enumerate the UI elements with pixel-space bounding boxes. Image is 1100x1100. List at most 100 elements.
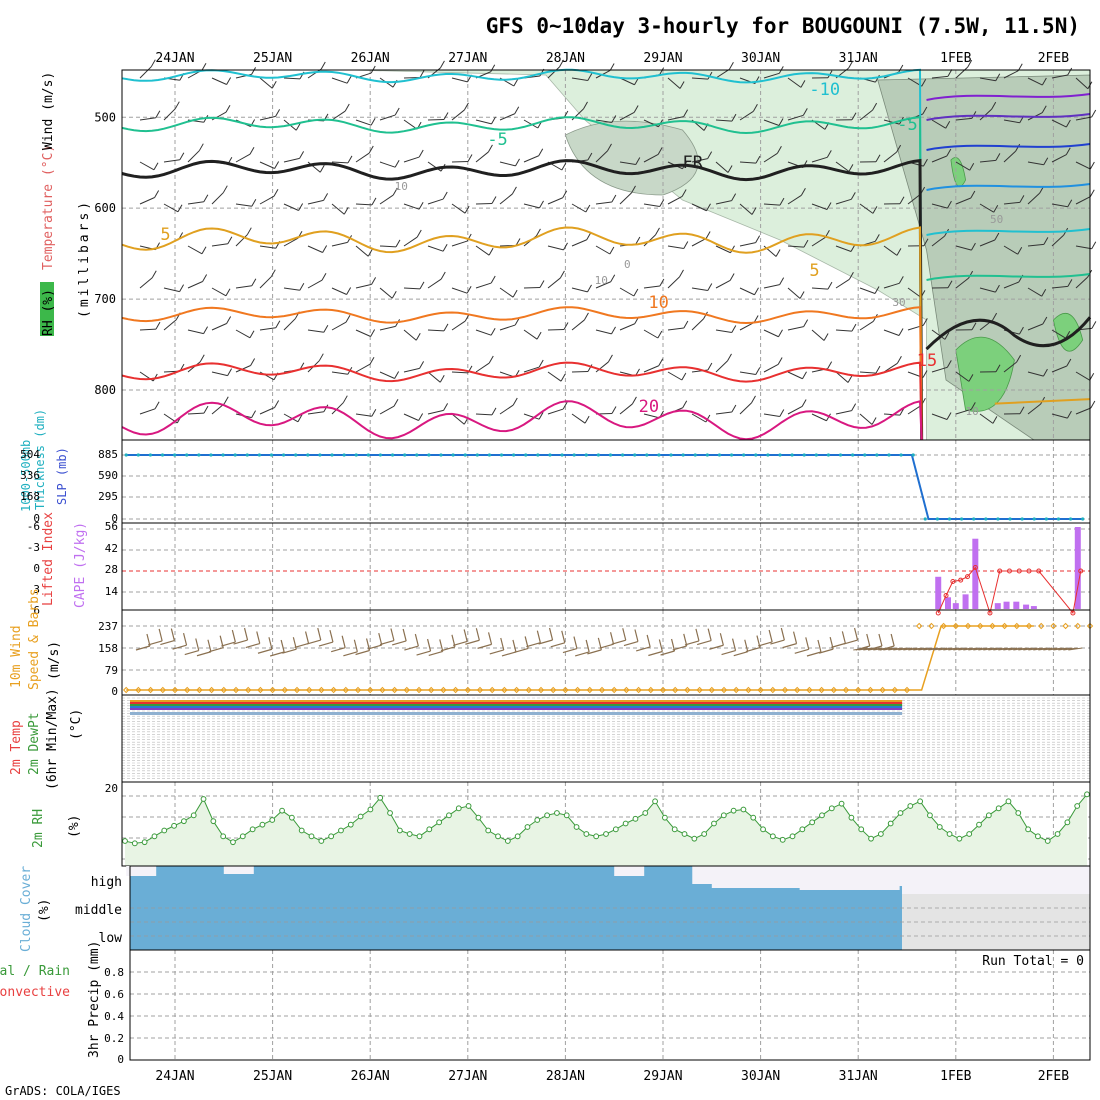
wind-barb	[211, 371, 228, 377]
cape-bar	[935, 576, 942, 609]
surface-wind-barb	[233, 639, 248, 645]
temp-contour	[121, 68, 923, 441]
wind-barb	[763, 72, 780, 79]
wind-barb-flag	[872, 206, 878, 214]
wind-barb-flag	[921, 78, 927, 87]
wind-barb	[427, 118, 445, 121]
surface-wind-barb-flag	[731, 638, 737, 651]
rh-point	[789, 833, 796, 840]
wind-barb-flag	[1067, 67, 1073, 76]
li-point	[1026, 568, 1032, 574]
wind-barb-flag	[633, 105, 639, 113]
wind-speed-point	[379, 686, 386, 694]
thickness-point	[185, 453, 189, 457]
wind-barb-flag	[201, 246, 207, 255]
surface-wind-barb	[513, 647, 529, 654]
wind-barb-flag	[562, 401, 568, 410]
wind-barb	[907, 287, 922, 298]
rh-point	[652, 798, 658, 805]
wind-barb	[235, 234, 248, 247]
rh-point	[603, 831, 609, 837]
wind-barb	[1051, 74, 1068, 79]
wind-barb	[619, 77, 635, 86]
wind-barb-flag	[538, 148, 544, 156]
wind-barb	[739, 287, 755, 296]
rh-point	[338, 827, 344, 834]
wind-barb-flag	[249, 330, 255, 339]
surface-wind-barb	[883, 647, 898, 651]
rh2m-panel: 2m RH (%)	[31, 781, 1091, 867]
wind-barb	[427, 245, 444, 252]
cape-tick: 28	[105, 563, 118, 576]
surface-wind-barb	[147, 640, 163, 646]
wind-barb	[307, 411, 324, 415]
pressure-tick: 600	[94, 201, 116, 215]
rh-shade-region	[955, 336, 1015, 412]
wind-barb	[355, 245, 369, 257]
cloud-clear	[902, 894, 1090, 950]
wind-barb-flag	[490, 64, 496, 72]
surface-wind-barb	[928, 647, 943, 651]
surface-wind-barb	[878, 647, 893, 651]
wind-barb-flag	[1091, 241, 1097, 250]
rh-point	[828, 805, 835, 812]
rh-point	[995, 805, 1002, 812]
wind-barb-flag	[898, 276, 904, 284]
wind-barb	[811, 287, 828, 290]
wind-barb	[859, 413, 873, 425]
surface-wind-barb	[660, 650, 675, 656]
surface-wind-barb	[477, 643, 492, 649]
wind-barb-flag	[394, 371, 400, 379]
wind-barb-flag	[923, 158, 928, 167]
wind-barb	[259, 407, 275, 415]
wind-barb	[595, 119, 612, 123]
wind-barb	[715, 411, 732, 415]
surface-wind-barb	[918, 647, 933, 651]
wind-speed-point	[854, 686, 862, 694]
wind-barb-flag	[775, 249, 781, 257]
surface-wind-barb	[538, 639, 553, 645]
wind-speed-point	[562, 686, 569, 694]
wind-barb-flag	[395, 239, 401, 248]
rh-point	[838, 800, 845, 807]
surface-wind-barb-flag	[536, 630, 541, 643]
surface-wind-barb-flag	[268, 637, 273, 650]
wind-speed-point	[330, 686, 337, 694]
wind-barb-flag	[751, 395, 756, 404]
wind-speed-point	[501, 686, 508, 694]
wind-barb	[1051, 119, 1067, 128]
wind-axis-label: Wind (m/s)	[41, 72, 56, 150]
wind-barb-flag	[1019, 406, 1025, 414]
wind-speed-point	[232, 686, 240, 694]
wind-speed-point	[159, 686, 167, 694]
wind-barb	[547, 66, 560, 79]
wind-barb-flag	[371, 197, 377, 206]
surface-wind-barb-flag	[548, 627, 554, 641]
surface-wind-barb-flag	[304, 631, 310, 644]
rh-point	[298, 827, 305, 834]
wind-speed-point	[989, 622, 996, 630]
rh-point	[917, 798, 924, 805]
wind-barb	[691, 318, 704, 331]
thickness-point	[826, 453, 831, 457]
wind-speed-point	[867, 686, 874, 694]
wind-barb-flag	[203, 405, 209, 414]
wind-speed-point	[952, 622, 960, 630]
wind-barb	[1075, 407, 1092, 415]
wind-barb	[523, 329, 538, 340]
temp2m-label: 2m Temp	[9, 720, 24, 775]
wind-speed-point	[135, 686, 142, 694]
temp-contour	[926, 273, 1091, 281]
thickness-point	[173, 453, 177, 457]
wind-barb	[787, 371, 803, 380]
wind-barb	[955, 117, 972, 121]
wind-barb	[1003, 201, 1020, 205]
wind-speed-point	[549, 686, 557, 694]
wind-barb-flag	[491, 196, 497, 204]
wind-barb	[595, 361, 609, 373]
temp-contour	[926, 113, 1091, 121]
wind-barb	[427, 329, 445, 332]
li-point	[1006, 568, 1012, 574]
upper-air-grid	[122, 70, 1090, 440]
wind-barb	[355, 152, 370, 163]
